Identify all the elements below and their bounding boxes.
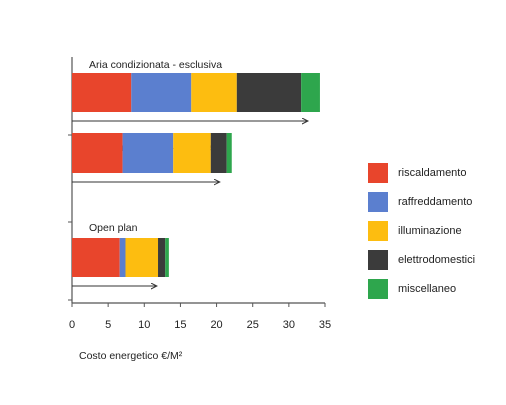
legend-label-raffreddamento: raffreddamento bbox=[398, 195, 473, 208]
legend-swatch-miscellaneo bbox=[368, 278, 388, 299]
bar-segment-miscellaneo bbox=[301, 73, 320, 112]
bar-segment-miscellaneo bbox=[226, 133, 232, 173]
bar-segment-illuminazione bbox=[125, 238, 159, 277]
legend-label-elettrodomestici: elettrodomestici bbox=[398, 253, 476, 266]
legend-swatch-illuminazione bbox=[368, 220, 388, 241]
bar-segment-elettrodomestici bbox=[158, 238, 166, 277]
bar-segment-illuminazione bbox=[191, 73, 237, 112]
bar-segment-raffreddamento bbox=[119, 238, 126, 277]
x-tick-label: 0 bbox=[69, 319, 75, 331]
legend-label-riscaldamento: riscaldamento bbox=[398, 166, 467, 179]
x-tick-label: 10 bbox=[138, 319, 150, 331]
legend-item-miscellaneo: miscellaneo bbox=[368, 274, 498, 303]
legend-item-illuminazione: illuminazione bbox=[368, 216, 498, 245]
x-tick-label: 30 bbox=[283, 319, 295, 331]
legend-item-raffreddamento: raffreddamento bbox=[368, 187, 498, 216]
x-tick-label: 20 bbox=[210, 319, 222, 331]
category-label: Aria condizionata - esclusiva bbox=[89, 59, 222, 71]
bar-segment-riscaldamento bbox=[72, 238, 120, 277]
bar-segment-miscellaneo bbox=[165, 238, 169, 277]
legend-item-elettrodomestici: elettrodomestici bbox=[368, 245, 498, 274]
bar-segment-raffreddamento bbox=[122, 133, 174, 173]
bar-segment-illuminazione bbox=[173, 133, 211, 173]
bar-segment-riscaldamento bbox=[72, 133, 123, 173]
legend-swatch-elettrodomestici bbox=[368, 249, 388, 270]
x-tick-label: 15 bbox=[174, 319, 186, 331]
legend-label-miscellaneo: miscellaneo bbox=[398, 282, 457, 295]
bar-segment-elettrodomestici bbox=[236, 73, 302, 112]
bar-segment-riscaldamento bbox=[72, 73, 132, 112]
legend-swatch-riscaldamento bbox=[368, 162, 388, 183]
x-tick-label: 5 bbox=[105, 319, 111, 331]
bar-segment-raffreddamento bbox=[131, 73, 192, 112]
legend-label-illuminazione: illuminazione bbox=[398, 224, 462, 237]
legend-item-riscaldamento: riscaldamento bbox=[368, 158, 498, 187]
legend: riscaldamento raffreddamento illuminazio… bbox=[368, 158, 498, 303]
legend-swatch-raffreddamento bbox=[368, 191, 388, 212]
x-tick-label: 25 bbox=[247, 319, 259, 331]
x-tick-label: 35 bbox=[319, 319, 331, 331]
category-label: Open plan bbox=[89, 222, 138, 234]
x-axis-label: Costo energetico €/M² bbox=[79, 350, 183, 362]
bar-segment-elettrodomestici bbox=[210, 133, 227, 173]
